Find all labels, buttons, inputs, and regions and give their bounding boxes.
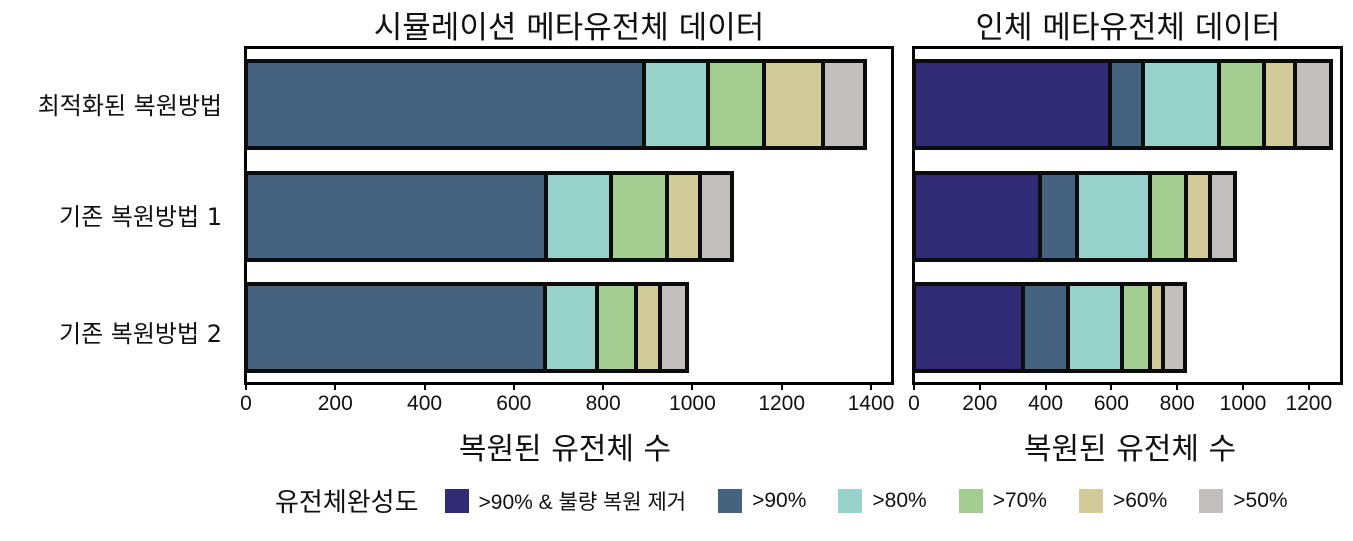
stacked-bar (912, 59, 1333, 150)
right-x-axis-label: 복원된 유전체 수 (1023, 432, 1237, 467)
x-tick-label: 800 (1159, 392, 1195, 415)
x-tick-label: 400 (407, 392, 443, 415)
bar-segment (599, 286, 639, 369)
legend-label: >90% (752, 488, 807, 512)
bar-segment (645, 63, 711, 146)
bar-segment (1025, 286, 1070, 369)
x-tick (780, 384, 783, 390)
bar-segment (1042, 175, 1079, 258)
bar-segment (1112, 63, 1145, 146)
y-axis-label-2: 기존 복원방법 2 (58, 320, 222, 348)
bar-segment (916, 175, 1043, 258)
bar-segment (1078, 175, 1153, 258)
stacked-bar (244, 282, 689, 373)
bar-segment (1152, 286, 1166, 369)
legend-item-1: >90% (718, 488, 807, 513)
bar-segment (1221, 63, 1267, 146)
bar-segment (248, 63, 646, 146)
x-tick (245, 384, 247, 390)
bar-segment (1124, 286, 1153, 369)
x-tick (334, 384, 337, 390)
bar-segment (1212, 175, 1234, 258)
x-tick (602, 384, 605, 390)
bar-segment (669, 175, 702, 258)
legend-swatch-icon (444, 488, 469, 513)
bar-segment (766, 63, 826, 146)
bar-segment (248, 175, 548, 258)
legend-item-0: >90% & 불량 복원 제거 (444, 486, 687, 516)
legend-item-4: >60% (1078, 488, 1168, 513)
x-tick (913, 384, 915, 390)
x-tick-label: 0 (908, 392, 920, 415)
legend-label: >70% (992, 488, 1047, 512)
bar-segment (1297, 63, 1329, 146)
bar-segment (662, 286, 685, 369)
legend-swatch-icon (718, 488, 743, 513)
x-tick (1044, 384, 1047, 390)
x-tick (512, 384, 515, 390)
x-tick (423, 384, 426, 390)
x-tick (869, 384, 872, 390)
legend-swatch-icon (1199, 488, 1224, 513)
x-tick (978, 384, 981, 390)
bar-segment (916, 286, 1026, 369)
legend-swatch-icon (838, 488, 863, 513)
x-tick (1307, 384, 1310, 390)
x-tick-label: 400 (1028, 392, 1064, 415)
bar-segment (638, 286, 663, 369)
legend-item-2: >80% (838, 488, 927, 513)
bar-segment (1152, 175, 1189, 258)
bar-segment (1266, 63, 1298, 146)
legend-title: 유전체완성도 (275, 488, 419, 518)
y-axis-label-1: 기존 복원방법 1 (58, 203, 222, 231)
legend-item-5: >50% (1199, 488, 1288, 513)
x-tick-label: 200 (962, 392, 998, 415)
x-tick-label: 1400 (847, 392, 895, 415)
x-tick-label: 1000 (1219, 392, 1267, 415)
legend: 유전체완성도 >90% & 불량 복원 제거 >90% >80% >70% >6… (275, 482, 1320, 519)
legend-item-3: >70% (958, 488, 1047, 513)
x-tick-label: 1000 (669, 392, 716, 415)
bar-segment (916, 63, 1113, 146)
bar-segment (1069, 286, 1125, 369)
stacked-bar (912, 171, 1238, 262)
legend-label: >90% & 불량 복원 제거 (478, 490, 687, 514)
left-chart-title: 시뮬레이션 메타유전체 데이터 (373, 10, 765, 46)
bar-segment (710, 63, 767, 146)
bar-segment (701, 175, 730, 258)
bar-segment (1144, 63, 1222, 146)
left-x-axis-label: 복원된 유전체 수 (458, 432, 672, 467)
bar-segment (613, 175, 670, 258)
x-tick-label: 600 (496, 392, 532, 415)
bar-segment (547, 175, 614, 258)
y-axis-label-0: 최적화된 복원방법 (37, 92, 222, 120)
x-tick-label: 1200 (1285, 392, 1333, 415)
bar-segment (248, 286, 548, 369)
x-tick (691, 384, 694, 390)
x-tick-label: 600 (1093, 392, 1129, 415)
x-tick-label: 1200 (758, 392, 806, 415)
x-tick (1110, 384, 1113, 390)
legend-swatch-icon (958, 488, 983, 513)
legend-label: >60% (1112, 488, 1168, 512)
stacked-bar (912, 282, 1188, 373)
x-tick-label: 800 (585, 392, 621, 415)
x-tick (1176, 384, 1179, 390)
bar-segment (547, 286, 600, 369)
stacked-bar (244, 171, 734, 262)
legend-label: >50% (1233, 488, 1288, 512)
bar-segment (1188, 175, 1213, 258)
x-tick-label: 0 (240, 392, 252, 415)
legend-label: >80% (872, 488, 927, 512)
x-tick (1242, 384, 1244, 390)
legend-swatch-icon (1078, 488, 1103, 513)
bar-segment (1165, 286, 1184, 369)
stacked-bar (244, 59, 867, 150)
right-chart-title: 인체 메타유전체 데이터 (975, 10, 1281, 46)
bar-segment (825, 63, 863, 146)
x-tick-label: 200 (317, 392, 353, 415)
